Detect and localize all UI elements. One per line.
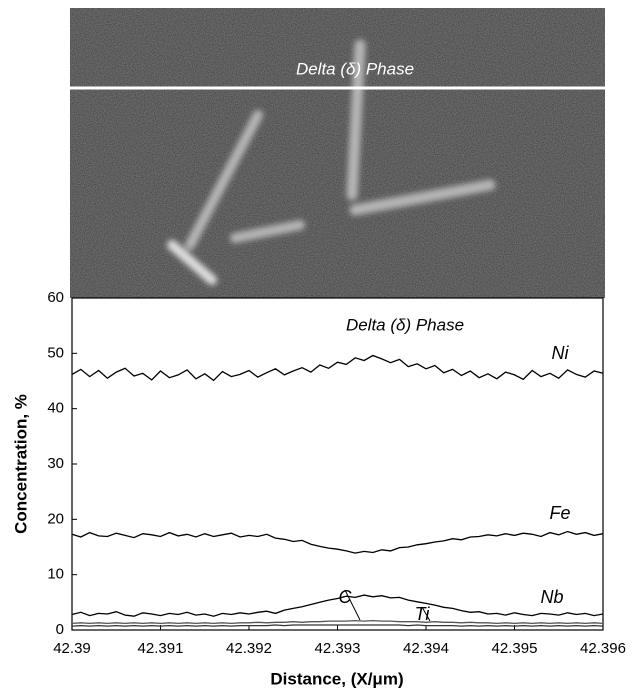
y-axis-title: Concentration, % (11, 394, 30, 534)
y-tick-label: 0 (56, 621, 64, 638)
x-axis-title: Distance, (X/μm) (270, 669, 403, 688)
y-tick-label: 40 (47, 400, 64, 417)
x-tick-label: 42.392 (226, 640, 272, 657)
micrograph: Delta (δ) Phase (70, 8, 605, 298)
x-tick-label: 42.391 (138, 640, 184, 657)
series-label: Nb (540, 587, 563, 607)
y-tick-label: 50 (47, 344, 64, 361)
series-label: Ti (415, 604, 431, 624)
micrograph-background (70, 8, 605, 298)
y-tick-label: 20 (47, 510, 64, 527)
chart: Delta (δ) Phase Distance, (X/μm) Concent… (11, 289, 625, 689)
x-tick-label: 42.395 (492, 640, 538, 657)
plot-frame (72, 298, 603, 630)
y-tick-label: 60 (47, 289, 64, 306)
y-tick-label: 30 (47, 455, 64, 472)
figure: Delta (δ) Phase Delta (δ) Phase Distance… (0, 0, 632, 694)
x-tick-label: 42.396 (580, 640, 626, 657)
series-label: Ni (552, 343, 570, 363)
micrograph-caption: Delta (δ) Phase (296, 59, 414, 78)
chart-title: Delta (δ) Phase (346, 315, 464, 334)
series-label: C (339, 587, 353, 607)
series-label: Fe (549, 503, 570, 523)
x-tick-label: 42.393 (315, 640, 361, 657)
x-tick-label: 42.39 (53, 640, 91, 657)
x-tick-label: 42.394 (403, 640, 449, 657)
y-tick-label: 10 (47, 566, 64, 583)
